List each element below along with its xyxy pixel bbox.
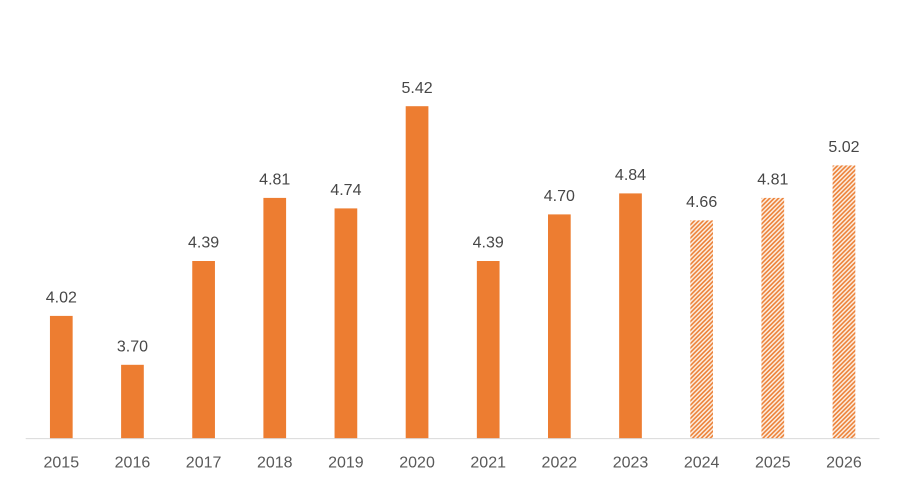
svg-text:5.02: 5.02: [828, 139, 859, 156]
svg-text:3.70: 3.70: [117, 338, 148, 355]
svg-text:2019: 2019: [328, 455, 364, 472]
svg-text:2024: 2024: [684, 455, 720, 472]
svg-text:4.02: 4.02: [46, 290, 77, 307]
svg-text:2025: 2025: [755, 455, 791, 472]
svg-text:2022: 2022: [542, 455, 578, 472]
svg-text:2017: 2017: [186, 455, 222, 472]
svg-text:4.70: 4.70: [544, 188, 575, 205]
svg-text:2026: 2026: [826, 455, 862, 472]
svg-text:2023: 2023: [613, 455, 649, 472]
svg-text:4.66: 4.66: [686, 194, 717, 211]
svg-text:2016: 2016: [115, 455, 151, 472]
svg-text:4.39: 4.39: [473, 235, 504, 252]
svg-text:2018: 2018: [257, 455, 293, 472]
svg-text:4.81: 4.81: [757, 172, 788, 189]
svg-text:4.39: 4.39: [188, 235, 219, 252]
svg-text:4.81: 4.81: [259, 172, 290, 189]
svg-text:2015: 2015: [44, 455, 80, 472]
svg-text:5.42: 5.42: [401, 80, 432, 97]
svg-text:2021: 2021: [470, 455, 506, 472]
svg-text:4.84: 4.84: [615, 167, 646, 184]
svg-text:2020: 2020: [399, 455, 435, 472]
svg-text:4.74: 4.74: [330, 182, 361, 199]
